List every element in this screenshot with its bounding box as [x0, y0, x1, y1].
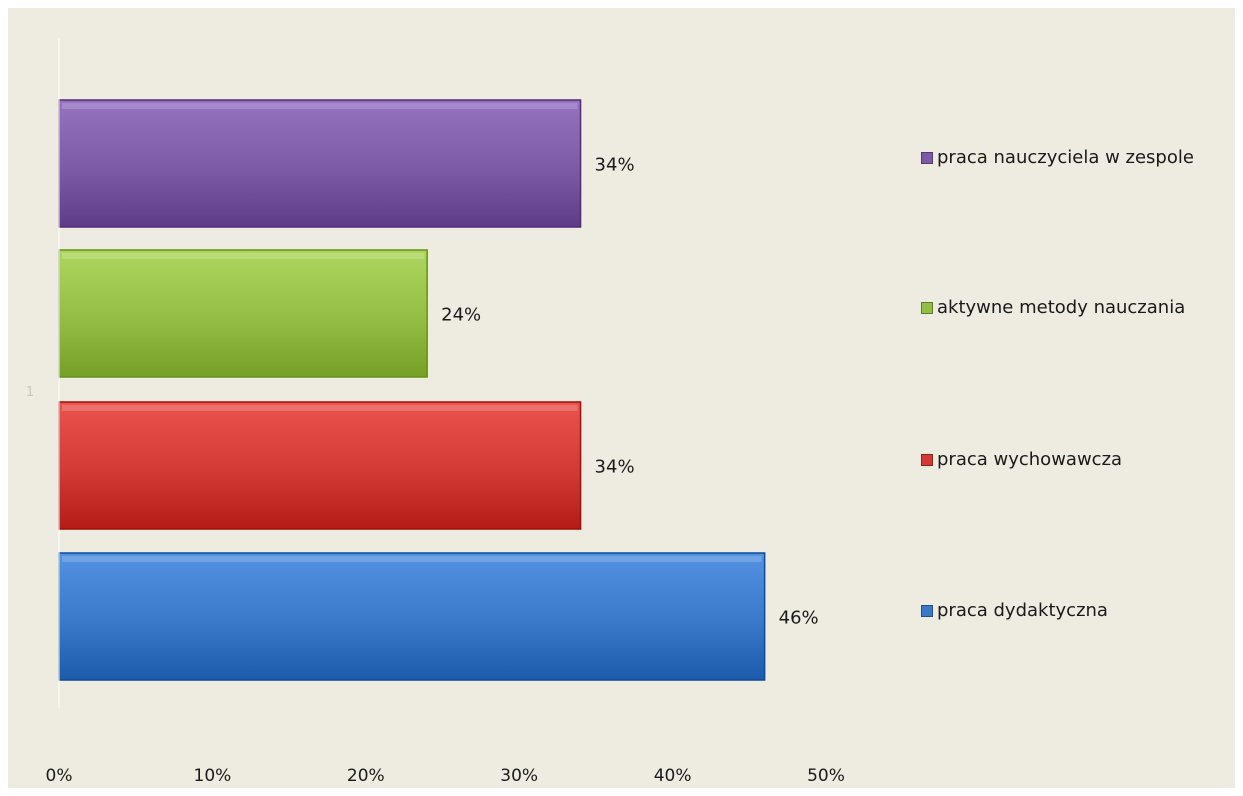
bar-aktywne-metody-nauczania [58, 249, 428, 378]
x-tick-label: 20% [347, 766, 385, 786]
data-label: 46% [779, 608, 819, 629]
bar-bevel [62, 556, 762, 562]
bar-bevel [62, 253, 425, 259]
x-tick-label: 30% [500, 766, 538, 786]
category-label: 1 [26, 385, 34, 400]
legend-item: aktywne metody nauczania [921, 296, 1185, 320]
legend-swatch [921, 301, 933, 314]
legend-item: praca wychowawcza [921, 448, 1122, 472]
legend-label: praca wychowawcza [937, 449, 1123, 470]
legend-swatch [921, 453, 933, 466]
legend-label: praca nauczyciela w zespole [937, 147, 1194, 168]
legend-item: praca dydaktyczna [921, 599, 1108, 623]
x-tick-label: 0% [46, 766, 73, 786]
bar-bevel [62, 103, 578, 109]
x-tick-label: 40% [654, 766, 692, 786]
legend-swatch [921, 604, 933, 617]
data-labels-layer: 34% 24% 34% 46% [441, 155, 818, 629]
bars-layer [58, 99, 766, 681]
legend-item: praca nauczyciela w zespole [921, 146, 1194, 170]
x-axis: 10% 10% 20% 30% 40% 50% [26, 38, 845, 786]
bar-praca-dydaktyczna [58, 552, 766, 681]
chart-area: 34% 24% 34% 46% 1 0% 10% 20% 30% 40% 50% praca na… [8, 8, 1235, 788]
legend-swatch [921, 151, 933, 164]
legend-label: aktywne metody nauczania [937, 297, 1186, 318]
bar-praca-wychowawcza [58, 401, 582, 530]
legend-label: praca dydaktyczna [937, 600, 1108, 621]
bar-bevel [62, 405, 578, 411]
x-tick-label: 50% [807, 766, 845, 786]
x-tick-label: 10% [194, 766, 232, 786]
bar-praca-nauczyciela-w-zespole [58, 99, 582, 228]
data-label: 34% [595, 155, 635, 176]
data-label: 24% [441, 305, 481, 326]
bar-chart: 34%24%34%46% 10% 10% 20% 30% 40% 50% [26, 38, 845, 786]
data-label: 34% [595, 457, 635, 478]
